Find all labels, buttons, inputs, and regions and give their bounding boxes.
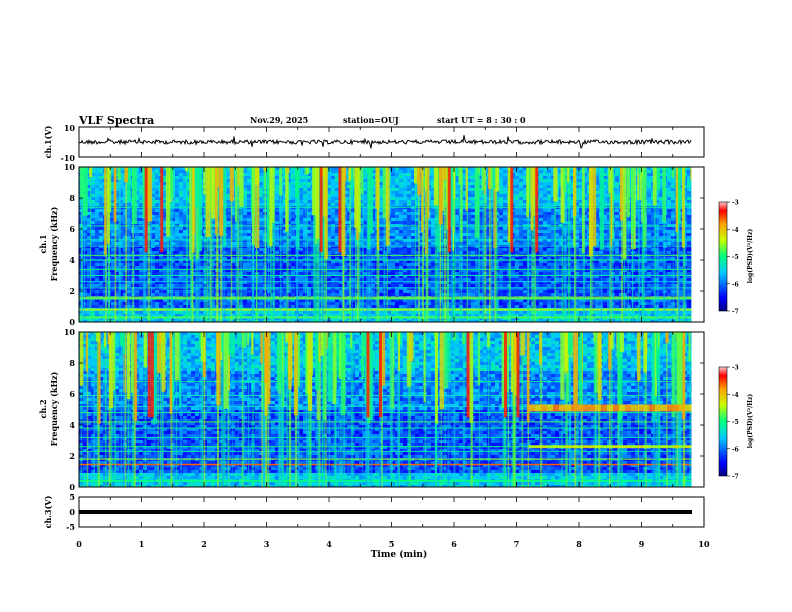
ch3-waveform-panel: 5 0 -5 ch.3(V) — [43, 492, 705, 532]
colorbar-tick-label: -6 — [732, 446, 739, 453]
spectrogram-ytick-label: 8 — [69, 193, 75, 203]
x-tick-label: 6 — [451, 539, 457, 549]
x-tick-label: 7 — [514, 539, 520, 549]
start-ut-label: start UT = 8 : 30 : 0 — [437, 115, 526, 125]
ch3-ytick-top: 5 — [69, 492, 75, 502]
ch2-colorbar-label: log(PSD)(V²/Hz) — [747, 394, 754, 449]
spectrogram-ytick-label: 6 — [69, 224, 75, 234]
figure-title: VLF Spectra — [78, 114, 154, 127]
ch3-waveform-ylabel: ch.3(V) — [43, 495, 53, 528]
colorbar-tick-label: -4 — [732, 227, 739, 234]
ch1-ytick-bottom: -10 — [61, 153, 76, 163]
ch2-channel-label: ch.2 — [38, 399, 48, 418]
x-axis-label: Time (min) — [371, 549, 428, 560]
colorbar-tick-label: -6 — [732, 281, 739, 288]
ch1-channel-label: ch.1 — [38, 234, 48, 253]
ch1-spectrogram-image — [79, 167, 704, 322]
colorbar-tick-label: -3 — [732, 200, 739, 207]
colorbar-tick-label: -7 — [732, 309, 739, 316]
ch1-waveform-panel: 10 -10 ch.1(V) — [43, 123, 705, 163]
colorbar-tick-label: -7 — [732, 474, 739, 481]
colorbar-tick-label: -4 — [732, 392, 739, 399]
spectrogram-ytick-label: 6 — [69, 389, 75, 399]
ch2-spectrogram-image — [79, 332, 704, 487]
ch1-colorbar-label: log(PSD)(V²/Hz) — [747, 229, 754, 284]
x-tick-label: 9 — [639, 539, 645, 549]
spectrogram-ytick-label: 10 — [64, 162, 76, 172]
ch2-frequency-label: Frequency (kHz) — [49, 371, 59, 446]
colorbar-tick-label: -5 — [732, 254, 739, 261]
ch1-colorbar-gradient — [718, 201, 728, 312]
ch1-spectrogram-panel: 0 2 4 6 8 10 ch.1 Frequency (kHz) — [38, 162, 705, 327]
ch2-colorbar: -3 -4 -5 -6 -7 log(PSD)(V²/Hz) — [718, 365, 754, 481]
x-tick-label: 0 — [76, 539, 82, 549]
ch3-ytick-mid: 0 — [69, 507, 75, 517]
x-tick-label: 2 — [201, 539, 207, 549]
x-tick-label: 3 — [264, 539, 270, 549]
spectrogram-ytick-label: 2 — [69, 451, 75, 461]
spectrogram-ytick-label: 8 — [69, 358, 75, 368]
ch1-colorbar: -3 -4 -5 -6 -7 log(PSD)(V²/Hz) — [718, 200, 754, 316]
spectrogram-ytick-label: 0 — [69, 482, 75, 492]
colorbar-tick-label: -3 — [732, 365, 739, 372]
ch3-ytick-bottom: -5 — [66, 522, 75, 532]
x-tick-label: 8 — [576, 539, 582, 549]
ch1-waveform-ylabel: ch.1(V) — [43, 125, 53, 158]
x-tick-label: 10 — [698, 539, 710, 549]
ch1-waveform-trace — [78, 135, 692, 150]
colorbar-tick-label: -5 — [732, 419, 739, 426]
ch2-spectrogram-panel: 0 2 4 6 8 10 ch.2 Frequency (kHz) — [38, 327, 705, 492]
spectrogram-ytick-label: 4 — [69, 255, 75, 265]
spectrogram-ytick-label: 2 — [69, 286, 75, 296]
station-label: station=OUJ — [343, 115, 399, 125]
ch2-colorbar-gradient — [718, 366, 728, 477]
x-tick-label: 1 — [139, 539, 145, 549]
x-axis: 0 1 2 3 4 5 6 7 8 9 10 — [76, 127, 710, 549]
x-tick-label: 5 — [389, 539, 395, 549]
spectrogram-ytick-label: 4 — [69, 420, 75, 430]
spectrogram-ytick-label: 0 — [69, 317, 75, 327]
x-tick-label: 4 — [326, 539, 332, 549]
ch1-ytick-top: 10 — [64, 123, 76, 133]
ch1-frequency-label: Frequency (kHz) — [49, 206, 59, 281]
date-label: Nov.29, 2025 — [250, 115, 308, 125]
spectrogram-ytick-label: 10 — [64, 327, 76, 337]
